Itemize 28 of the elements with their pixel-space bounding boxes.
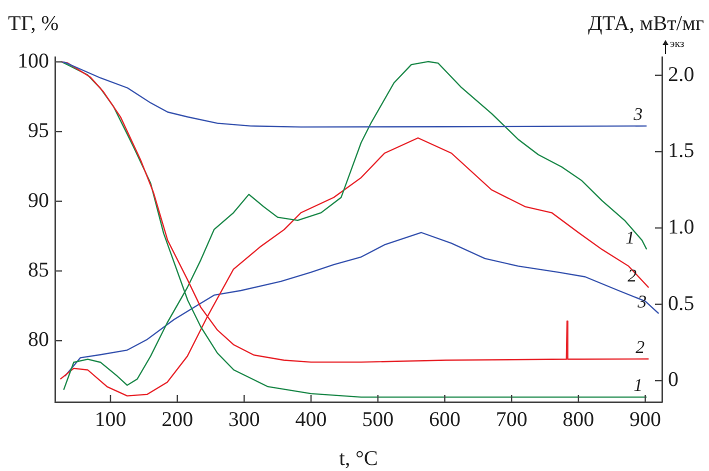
x-tick-label: 900	[630, 407, 662, 432]
y2-tick-label: 0.5	[668, 290, 694, 315]
y-axis-title: ТГ, %	[8, 11, 59, 35]
x-tick-label: 300	[228, 407, 260, 432]
x-tick-label: 400	[295, 407, 327, 432]
x-tick-label: 700	[496, 407, 528, 432]
x-tick-label: 500	[362, 407, 394, 432]
x-tick-label: 100	[94, 407, 126, 432]
series-label: 2	[636, 336, 645, 357]
x-tick-label: 800	[562, 407, 594, 432]
y-tick-label: 100	[18, 48, 49, 72]
series-label: 1	[626, 227, 635, 248]
y2-axis-title: ДТА, мВт/мг	[588, 11, 704, 35]
y-tick-label: 85	[28, 257, 49, 282]
y-tick-label: 95	[28, 118, 49, 142]
y2-tick-label: 2.0	[668, 62, 694, 86]
x-tick-label: 200	[162, 407, 194, 432]
y-tick-label: 90	[28, 188, 49, 212]
y2-tick-label: 0	[668, 367, 678, 392]
y2-tick-label: 1.5	[668, 138, 694, 162]
series-label: 3	[632, 104, 643, 124]
x-tick-label: 600	[428, 407, 460, 432]
series-label: 2	[628, 266, 637, 286]
series-label: 1	[634, 375, 643, 396]
text: экз	[670, 38, 684, 50]
y-tick-label: 80	[28, 327, 49, 352]
y2-tick-label: 1.0	[668, 214, 694, 238]
x-axis-title: t, °C	[339, 446, 378, 470]
